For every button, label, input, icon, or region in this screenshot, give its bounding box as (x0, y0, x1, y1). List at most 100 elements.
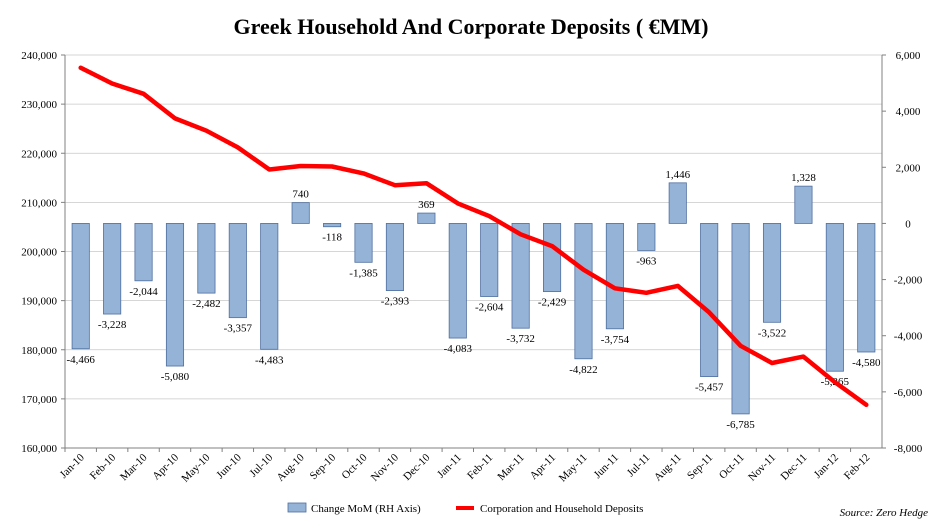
bar (637, 223, 656, 251)
bar (197, 223, 216, 294)
legend-label-line: Corporation and Household Deposits (480, 503, 643, 515)
bar-data-label: -118 (322, 232, 342, 244)
bar (354, 223, 373, 263)
bar-data-label: -4,822 (569, 364, 597, 376)
bar-data-label: -3,732 (506, 333, 534, 345)
x-axis-tick-label: Mar-11 (495, 452, 526, 483)
x-axis-tick-label: Oct-11 (717, 452, 747, 482)
bar-data-label: -2,393 (381, 296, 410, 308)
bar-data-label: -3,522 (758, 327, 786, 339)
bar-data-label: -5,080 (161, 371, 190, 383)
left-axis-tick-label: 210,000 (21, 197, 57, 209)
line-series (78, 65, 869, 408)
left-axis-tick-label: 170,000 (21, 394, 57, 406)
left-axis-tick-label: 230,000 (21, 99, 57, 111)
bar (103, 223, 122, 315)
x-axis-tick-label: Jul-11 (625, 452, 653, 480)
x-axis-tick-label: Feb-10 (88, 451, 119, 482)
bar (857, 223, 876, 353)
x-axis-tick-label: Dec-10 (401, 451, 433, 483)
bar (731, 223, 750, 415)
bar (260, 223, 279, 350)
bar-data-label: -2,604 (475, 302, 504, 314)
bar (448, 223, 467, 339)
bar-data-label: -5,457 (695, 382, 724, 394)
bar-data-label: -4,483 (255, 354, 284, 366)
bar (228, 223, 247, 319)
x-axis-tick-label: Dec-11 (778, 452, 809, 483)
right-axis-tick-label: 0 (905, 218, 911, 230)
bar (417, 212, 436, 224)
bar-data-label: 740 (292, 189, 309, 201)
x-axis-tick-label: Jan-12 (812, 452, 841, 481)
x-axis-tick-label: Jun-11 (592, 452, 621, 481)
left-axis-tick-label: 180,000 (21, 345, 57, 357)
x-axis-tick-label: Mar-10 (118, 451, 150, 483)
bar-data-label: -4,466 (67, 354, 96, 366)
x-axis-tick-label: Jun-10 (214, 451, 244, 481)
bar (574, 223, 593, 360)
x-axis-tick-label: Aug-11 (652, 452, 684, 484)
bar-data-label: -6,785 (726, 419, 755, 431)
x-axis-tick-label: Sep-11 (685, 452, 715, 482)
gridlines (65, 54, 882, 449)
right-axis-tick-label: -2,000 (894, 275, 923, 287)
bar-data-label: -2,044 (129, 286, 158, 298)
deposits-line (78, 65, 869, 408)
x-axis-tick-label: Sep-10 (308, 451, 339, 482)
bar (511, 223, 530, 329)
x-axis-tick-label: Oct-10 (340, 451, 370, 481)
left-axis-tick-label: 190,000 (21, 296, 57, 308)
bar-data-label: -4,083 (444, 343, 473, 355)
bar-data-label: -3,228 (98, 319, 127, 331)
bar-data-label: -2,482 (192, 298, 220, 310)
right-axis-tick-label: 4,000 (896, 106, 921, 118)
bar (480, 223, 499, 297)
bar (762, 223, 782, 323)
bar (323, 223, 342, 228)
bar (794, 185, 813, 224)
bar (668, 182, 687, 224)
bar (71, 223, 90, 350)
axes: 160,000 170,000 180,000 190,000 200,000 210,0… (21, 50, 922, 485)
bar-data-label: -1,385 (349, 267, 378, 279)
right-axis-tick-label: 2,000 (896, 162, 921, 174)
legend-swatch-bars (287, 502, 307, 513)
bar (605, 223, 624, 330)
x-axis-tick-label: Apr-11 (528, 452, 559, 483)
bar-data-label: 369 (418, 199, 435, 211)
x-axis-tick-label: Nov-11 (746, 452, 778, 484)
bar-data-label: -2,429 (538, 297, 567, 309)
left-axis-tick-label: 240,000 (21, 50, 57, 62)
bar (165, 223, 185, 367)
legend-label-bars: Change MoM (RH Axis) (311, 503, 421, 515)
left-axis-tick-label: 160,000 (21, 443, 57, 455)
chart-title: Greek Household And Corporate Deposits (… (233, 14, 708, 39)
bar (825, 223, 844, 372)
x-axis-tick-label: Aug-10 (275, 451, 308, 484)
right-axis-tick-label: 6,000 (896, 50, 921, 62)
x-axis-tick-label: May-10 (179, 451, 212, 484)
bar-data-label: -3,754 (601, 334, 630, 346)
right-axis-tick-label: -8,000 (894, 443, 923, 455)
bar (134, 223, 153, 282)
x-axis-tick-label: Jan-10 (58, 451, 88, 481)
x-axis-tick-label: Nov-10 (369, 451, 402, 484)
bar-data-label: 1,446 (665, 169, 690, 181)
right-axis-tick-label: -4,000 (894, 331, 923, 343)
left-axis-tick-label: 200,000 (21, 247, 57, 259)
bar (700, 223, 719, 378)
bar (385, 223, 404, 292)
legend: Change MoM (RH Axis) Corporation and Hou… (287, 502, 643, 515)
right-axis-tick-label: -6,000 (894, 387, 923, 399)
x-axis-tick-label: Jan-11 (435, 452, 464, 481)
x-axis-tick-label: Apr-10 (150, 451, 181, 482)
bar-data-label: -4,580 (852, 357, 881, 369)
x-axis-tick-label: Feb-11 (465, 452, 495, 482)
bar-data-label: 1,328 (791, 172, 816, 184)
bar-data-label: -3,357 (224, 323, 253, 335)
bar-data-label: -963 (636, 255, 657, 267)
x-axis-tick-label: Jul-10 (247, 451, 275, 479)
x-axis-tick-label: May-11 (557, 452, 590, 485)
